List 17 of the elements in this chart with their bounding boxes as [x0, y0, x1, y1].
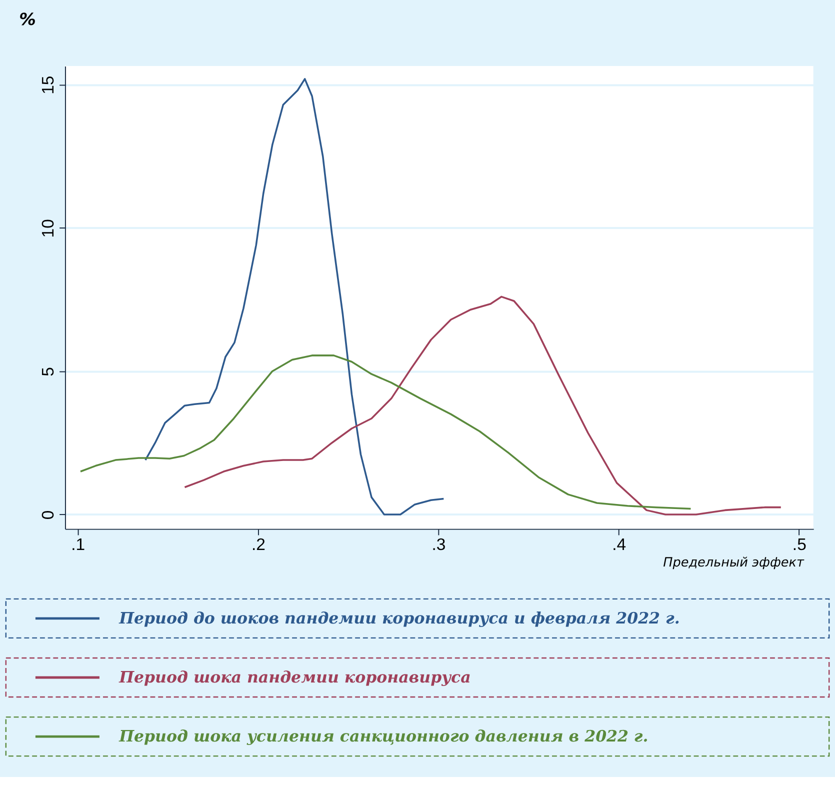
legend-label: Период шока усиления санкционного давления в 2022 г. — [118, 726, 648, 746]
y-tick-label: 10 — [38, 219, 58, 238]
x-tick-label: .2 — [251, 534, 266, 554]
x-tick-label: .3 — [432, 534, 446, 554]
x-axis-title: Предельный эффект — [663, 556, 805, 571]
y-tick-label: 5 — [38, 367, 58, 376]
x-tick-label: .1 — [71, 534, 86, 554]
line-series — [144, 78, 445, 516]
legend-label: Период шока пандемии коронавируса — [118, 667, 471, 686]
y-axis-title: % — [19, 9, 36, 30]
y-tick-label: 0 — [38, 510, 58, 520]
x-tick-label: .4 — [612, 534, 626, 554]
line-series — [80, 354, 692, 510]
x-tick-label: .5 — [792, 534, 806, 554]
line-series — [184, 296, 782, 516]
y-tick-label: 15 — [38, 76, 58, 94]
legend-label: Период до шоков пандемии коронавируса и февраля 2022 г. — [118, 608, 680, 628]
